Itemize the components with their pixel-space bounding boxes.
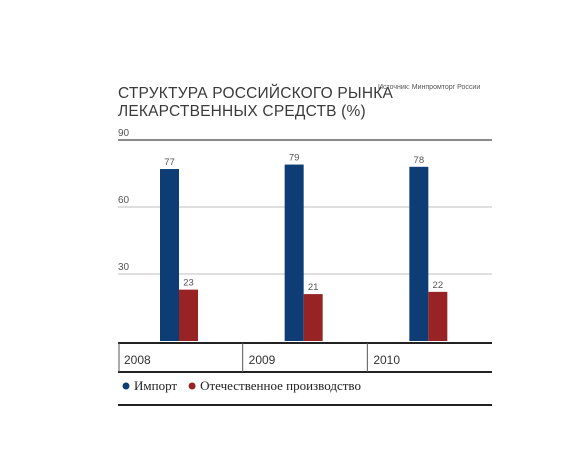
bar-2008-series-2 [179, 289, 198, 341]
x-axis: 2008 2009 2010 [118, 342, 492, 373]
chart-title-line-2: ЛЕКАРСТВЕННЫХ СРЕДСТВ (%) [118, 103, 366, 120]
legend-label-2: Отечественное производство [200, 378, 361, 393]
bar-value-label: 78 [414, 155, 425, 166]
value-labels: 77 23 79 21 78 22 [164, 153, 443, 294]
chart-title: СТРУКТУРА РОССИЙСКОГО РЫНКА ЛЕКАРСТВЕННЫ… [118, 84, 393, 120]
bar-value-label: 22 [433, 280, 444, 291]
bar-2008-series-1 [160, 169, 179, 341]
category-label-2008: 2008 [124, 353, 151, 367]
bar-2009-series-1 [284, 164, 304, 341]
gridlines [118, 139, 492, 275]
bar-value-label: 79 [289, 153, 300, 164]
legend-marker-2 [188, 382, 196, 390]
bar-value-label: 23 [183, 278, 194, 289]
y-tick-label: 60 [118, 195, 130, 206]
y-tick-label: 30 [118, 262, 130, 273]
legend-marker-1 [122, 382, 130, 390]
bar-2010-series-1 [409, 166, 429, 341]
category-label-2009: 2009 [249, 353, 276, 367]
y-tick-label: 90 [118, 128, 130, 139]
legend: Импорт Отечественное производство [118, 378, 492, 406]
category-label-2010: 2010 [373, 353, 400, 367]
bar-2010-series-2 [428, 291, 448, 341]
bar-value-label: 21 [308, 282, 319, 293]
chart-title-line-1: СТРУКТУРА РОССИЙСКОГО РЫНКА [118, 84, 393, 102]
bars [160, 164, 448, 341]
chart-source: Источник: Минпромторг России [378, 84, 480, 91]
bar-value-label: 77 [164, 157, 175, 168]
bar-2009-series-2 [303, 294, 323, 341]
y-axis-ticks: 30 60 90 [118, 128, 130, 273]
legend-label-1: Импорт [134, 378, 177, 393]
